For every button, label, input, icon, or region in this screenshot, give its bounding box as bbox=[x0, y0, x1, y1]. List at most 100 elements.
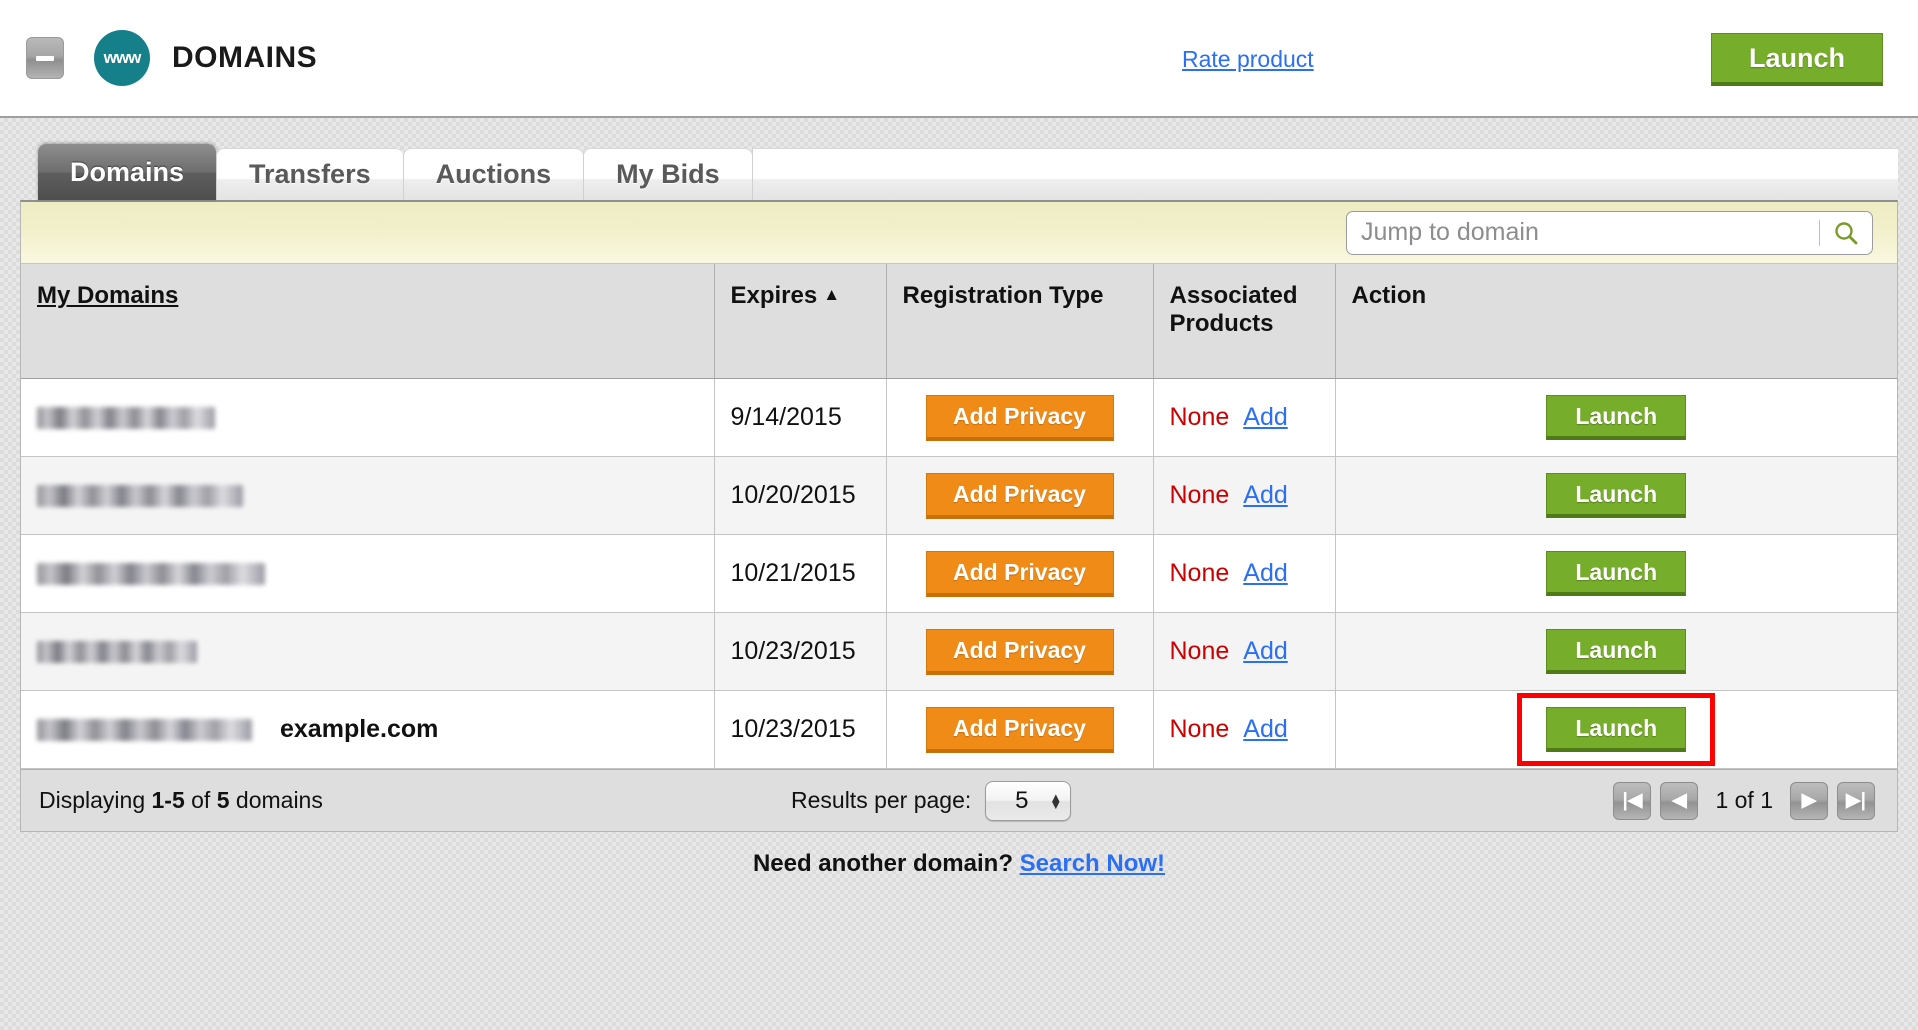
header-launch-button[interactable]: Launch bbox=[1711, 33, 1883, 86]
redacted-domain-name bbox=[37, 484, 243, 507]
sort-ascending-icon: ▲ bbox=[823, 285, 841, 304]
redacted-domain-name bbox=[37, 406, 215, 429]
cell-associated-products: None Add bbox=[1153, 612, 1336, 691]
search-input[interactable] bbox=[1347, 211, 1819, 254]
pager-last-button[interactable]: ▶| bbox=[1837, 781, 1875, 820]
main-panel: Domains Transfers Auctions My Bids bbox=[0, 116, 1918, 1030]
tab-bar-filler bbox=[751, 148, 1898, 200]
redacted-domain-name bbox=[37, 718, 252, 741]
table-footer: Displaying 1-5 of 5 domains Results per … bbox=[21, 769, 1897, 831]
collapse-panel-button[interactable] bbox=[26, 37, 64, 79]
add-privacy-button[interactable]: Add Privacy bbox=[925, 394, 1114, 441]
table-row: 9/14/2015 Add Privacy None Add Launch bbox=[21, 378, 1897, 457]
cell-domain-name bbox=[21, 378, 715, 457]
associated-products-value: None bbox=[1169, 637, 1230, 665]
column-header-expires[interactable]: Expires ▲ bbox=[714, 264, 887, 379]
cell-associated-products: None Add bbox=[1153, 690, 1336, 769]
content-box: My Domains Expires ▲ Registration Type As… bbox=[20, 200, 1898, 832]
search-icon[interactable] bbox=[1820, 212, 1872, 254]
row-launch-button[interactable]: Launch bbox=[1546, 473, 1687, 518]
tab-my-bids[interactable]: My Bids bbox=[583, 148, 752, 200]
pager-next-button[interactable]: ▶ bbox=[1790, 781, 1828, 820]
row-launch-button[interactable]: Launch bbox=[1546, 551, 1687, 596]
search-now-link[interactable]: Search Now! bbox=[1019, 850, 1166, 877]
cell-action: Launch bbox=[1335, 612, 1897, 691]
cell-registration-type: Add Privacy bbox=[886, 534, 1154, 613]
need-another-domain-text: Need another domain? bbox=[752, 850, 1020, 877]
highlight-annotation: Launch bbox=[1517, 693, 1716, 766]
table-row: example.com 10/23/2015 Add Privacy None Add L… bbox=[21, 690, 1897, 769]
displaying-range: 1-5 bbox=[151, 787, 185, 813]
table-row: 10/23/2015 Add Privacy None Add Launch bbox=[21, 612, 1897, 691]
need-another-domain-footer: Need another domain? Search Now! bbox=[20, 850, 1898, 878]
redacted-domain-name bbox=[37, 640, 197, 663]
table-row: 10/20/2015 Add Privacy None Add Launch bbox=[21, 456, 1897, 535]
add-associated-product-link[interactable]: Add bbox=[1243, 559, 1288, 587]
displaying-suffix: domains bbox=[229, 787, 323, 813]
cell-registration-type: Add Privacy bbox=[886, 378, 1154, 457]
cell-associated-products: None Add bbox=[1153, 456, 1336, 535]
cell-expires: 10/21/2015 bbox=[714, 534, 887, 613]
pagination-controls: |◀ ◀ 1 of 1 ▶ ▶| bbox=[1613, 781, 1875, 820]
pager-first-button[interactable]: |◀ bbox=[1613, 781, 1652, 820]
column-header-associated-products: Associated Products bbox=[1153, 264, 1336, 379]
redacted-domain-name bbox=[37, 562, 265, 585]
cell-domain-name: example.com bbox=[21, 690, 715, 769]
search-divider bbox=[1819, 219, 1820, 246]
tab-transfers[interactable]: Transfers bbox=[216, 148, 403, 200]
cell-registration-type: Add Privacy bbox=[886, 612, 1154, 691]
add-privacy-button[interactable]: Add Privacy bbox=[925, 550, 1114, 597]
cell-associated-products: None Add bbox=[1153, 378, 1336, 457]
cell-action: Launch bbox=[1335, 378, 1897, 457]
row-launch-button[interactable]: Launch bbox=[1546, 395, 1687, 440]
www-logo-icon: www bbox=[94, 30, 150, 86]
table-row: 10/21/2015 Add Privacy None Add Launch bbox=[21, 534, 1897, 613]
tab-bar: Domains Transfers Auctions My Bids bbox=[38, 140, 1898, 200]
displaying-count-text: Displaying 1-5 of 5 domains bbox=[39, 787, 323, 814]
cell-associated-products: None Add bbox=[1153, 534, 1336, 613]
displaying-total: 5 bbox=[216, 787, 230, 813]
jump-to-domain-field[interactable] bbox=[1346, 210, 1873, 255]
column-header-my-domains-label[interactable]: My Domains bbox=[37, 282, 179, 309]
cell-expires: 9/14/2015 bbox=[714, 378, 887, 457]
tab-domains[interactable]: Domains bbox=[38, 144, 217, 200]
results-per-page-group: Results per page: 5 ▲ ▼ bbox=[791, 780, 1072, 821]
column-header-registration-type-label: Registration Type bbox=[902, 282, 1104, 309]
cell-registration-type: Add Privacy bbox=[886, 690, 1154, 769]
results-per-page-select[interactable]: 5 ▲ ▼ bbox=[985, 780, 1072, 821]
associated-products-value: None bbox=[1169, 715, 1230, 743]
stepper-arrows-icon: ▲ ▼ bbox=[1049, 789, 1063, 812]
add-associated-product-link[interactable]: Add bbox=[1243, 403, 1288, 431]
tab-auctions[interactable]: Auctions bbox=[402, 148, 584, 200]
pager-prev-button[interactable]: ◀ bbox=[1660, 781, 1699, 820]
column-header-registration-type: Registration Type bbox=[886, 264, 1154, 379]
column-header-associated-products-label: Associated Products bbox=[1169, 282, 1298, 337]
results-per-page-label: Results per page: bbox=[791, 787, 972, 813]
results-per-page-value: 5 bbox=[1015, 786, 1029, 814]
column-header-action-label: Action bbox=[1351, 282, 1427, 309]
domain-name-label: example.com bbox=[280, 715, 439, 743]
displaying-middle: of bbox=[184, 787, 217, 813]
minus-icon bbox=[36, 55, 54, 61]
cell-expires: 10/20/2015 bbox=[714, 456, 887, 535]
column-header-action: Action bbox=[1335, 264, 1897, 379]
add-privacy-button[interactable]: Add Privacy bbox=[925, 628, 1114, 675]
table-header-row: My Domains Expires ▲ Registration Type As… bbox=[21, 264, 1897, 379]
rate-product-link[interactable]: Rate product bbox=[1182, 46, 1314, 72]
cell-expires: 10/23/2015 bbox=[714, 690, 887, 769]
cell-registration-type: Add Privacy bbox=[886, 456, 1154, 535]
row-launch-button[interactable]: Launch bbox=[1546, 707, 1687, 752]
cell-domain-name bbox=[21, 612, 715, 691]
domains-table: My Domains Expires ▲ Registration Type As… bbox=[21, 264, 1897, 769]
column-header-my-domains[interactable]: My Domains bbox=[21, 264, 715, 379]
product-header: www DOMAINS Rate product Launch bbox=[0, 0, 1918, 116]
add-privacy-button[interactable]: Add Privacy bbox=[925, 472, 1114, 519]
add-privacy-button[interactable]: Add Privacy bbox=[925, 706, 1114, 753]
add-associated-product-link[interactable]: Add bbox=[1243, 715, 1288, 743]
cell-action: Launch bbox=[1335, 534, 1897, 613]
row-launch-button[interactable]: Launch bbox=[1546, 629, 1687, 674]
page-title: DOMAINS bbox=[172, 41, 318, 74]
associated-products-value: None bbox=[1169, 403, 1230, 431]
add-associated-product-link[interactable]: Add bbox=[1243, 637, 1288, 665]
add-associated-product-link[interactable]: Add bbox=[1243, 481, 1288, 509]
